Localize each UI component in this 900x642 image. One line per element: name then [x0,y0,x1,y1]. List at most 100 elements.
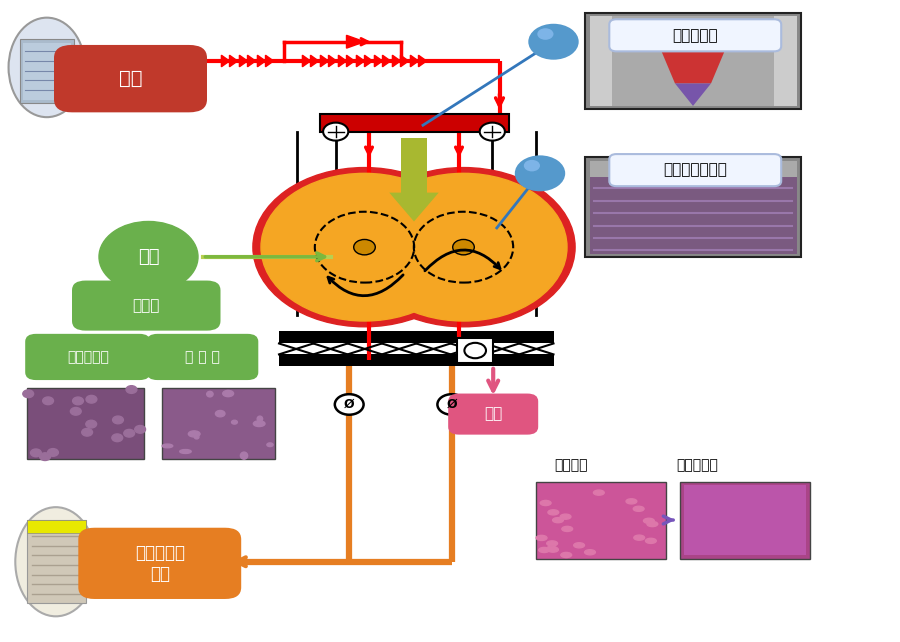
Ellipse shape [231,421,238,424]
Ellipse shape [207,392,213,397]
Circle shape [360,173,567,321]
Circle shape [112,416,123,424]
Ellipse shape [626,499,637,504]
Polygon shape [356,55,365,67]
Polygon shape [338,55,346,67]
Polygon shape [382,55,391,67]
Circle shape [124,429,135,437]
Polygon shape [410,55,419,67]
Text: フレーク: フレーク [554,458,589,473]
Bar [680,482,810,559]
Circle shape [528,24,579,60]
Circle shape [99,221,198,292]
Ellipse shape [222,390,234,397]
Ellipse shape [536,535,547,541]
Circle shape [126,386,137,394]
Ellipse shape [593,490,604,495]
Circle shape [42,397,53,404]
Circle shape [464,343,486,358]
Circle shape [73,397,84,404]
Circle shape [86,421,96,428]
Polygon shape [389,193,439,221]
Ellipse shape [539,548,550,553]
Circle shape [82,428,93,436]
Bar [22,43,71,100]
Circle shape [335,394,364,415]
Circle shape [437,394,466,415]
Bar [401,138,427,193]
Ellipse shape [553,517,563,523]
Ellipse shape [540,500,551,505]
Ellipse shape [562,526,572,532]
Polygon shape [266,55,274,67]
Circle shape [537,28,554,40]
Bar [585,13,801,109]
Polygon shape [248,55,256,67]
Ellipse shape [573,542,584,548]
Circle shape [135,426,146,433]
Polygon shape [392,55,400,67]
Text: 原料投入口: 原料投入口 [672,28,718,43]
Circle shape [70,408,81,415]
Bar [536,482,666,559]
Bar [684,485,806,555]
Ellipse shape [8,17,86,117]
Bar [162,388,274,459]
Bar [27,388,144,459]
Circle shape [354,239,375,255]
FancyBboxPatch shape [72,281,220,331]
FancyBboxPatch shape [609,154,781,186]
Ellipse shape [15,507,96,616]
Ellipse shape [180,449,191,453]
Polygon shape [328,55,337,67]
Ellipse shape [253,421,265,426]
Ellipse shape [585,550,596,555]
Bar [590,160,796,254]
Ellipse shape [267,443,273,447]
Bar [27,520,86,603]
Polygon shape [364,55,373,67]
Circle shape [253,168,476,327]
Bar [590,160,796,177]
Ellipse shape [561,552,572,557]
Ellipse shape [546,546,557,551]
FancyBboxPatch shape [147,334,258,380]
Circle shape [22,390,33,397]
Polygon shape [257,55,266,67]
Polygon shape [648,19,738,83]
Bar [590,16,612,106]
Ellipse shape [645,538,656,543]
Polygon shape [346,35,364,48]
Bar [774,16,796,106]
Circle shape [352,168,575,327]
Polygon shape [418,55,427,67]
Circle shape [480,123,505,141]
Polygon shape [302,55,310,67]
Text: Ø: Ø [344,398,355,411]
Polygon shape [320,55,328,67]
Circle shape [48,449,58,456]
Polygon shape [675,83,711,106]
Bar [590,16,796,106]
Circle shape [261,173,468,321]
Circle shape [86,395,97,403]
Text: ペースト状: ペースト状 [67,350,109,364]
Ellipse shape [634,535,644,540]
Circle shape [323,123,348,141]
Ellipse shape [548,510,559,515]
Circle shape [31,449,41,456]
Circle shape [40,453,50,460]
FancyBboxPatch shape [54,45,207,112]
Ellipse shape [188,431,200,437]
Bar [279,331,554,343]
Bar [457,338,493,363]
FancyBboxPatch shape [448,394,538,435]
Circle shape [515,155,565,191]
Text: 微粉砕処理: 微粉砕処理 [677,458,718,473]
Polygon shape [230,55,238,67]
Ellipse shape [634,507,644,512]
Text: 破 砕 品: 破 砕 品 [185,350,220,364]
Circle shape [524,160,540,171]
Ellipse shape [560,514,571,519]
Bar [585,157,801,257]
